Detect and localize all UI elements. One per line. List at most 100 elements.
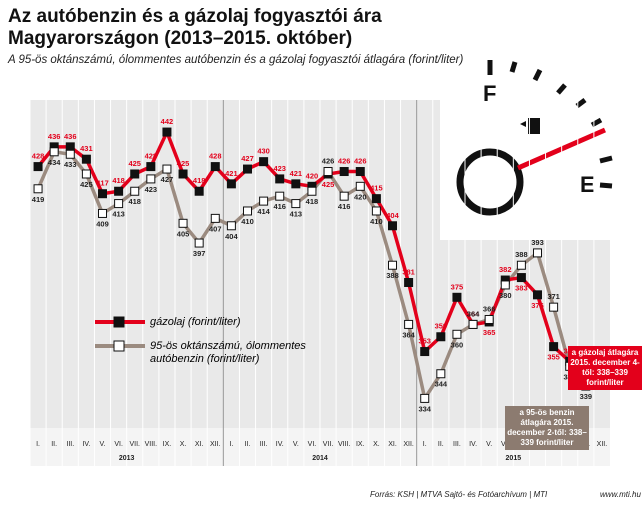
point (226, 179, 236, 189)
data-label: 426 (354, 157, 367, 166)
data-label: 418 (128, 197, 141, 206)
point (146, 162, 156, 172)
point (194, 238, 204, 248)
x-tick-label: II. (438, 441, 444, 448)
annotation: a 95-ös benzin átlagára 2015. december 2… (505, 406, 589, 450)
data-label: 404 (225, 232, 238, 241)
data-label: 418 (193, 176, 206, 185)
point (275, 174, 285, 184)
x-tick-label: V. (293, 441, 299, 448)
data-label: 404 (386, 211, 399, 220)
point (533, 248, 542, 258)
data-label: 425 (80, 180, 93, 189)
data-label: 381 (402, 267, 415, 276)
x-tick-label: VI. (308, 441, 317, 448)
x-tick-label: IV. (276, 441, 284, 448)
x-tick-label: X. (373, 441, 380, 448)
x-tick-label: X. (180, 441, 187, 448)
source: Forrás: KSH | MTVA Sajtó- és Fotóarchívu… (370, 490, 548, 499)
legend-marker (113, 316, 125, 328)
data-label: 417 (96, 179, 109, 188)
year-label: 2013 (119, 455, 135, 462)
point (162, 127, 172, 137)
x-tick-label: III. (260, 441, 268, 448)
x-tick-label: XII. (403, 441, 414, 448)
point (388, 221, 397, 231)
point (355, 167, 365, 177)
point (452, 292, 462, 302)
data-label: 434 (48, 158, 61, 167)
data-label: 421 (290, 169, 303, 178)
year-label: 2014 (312, 455, 328, 462)
data-label: 364 (467, 309, 480, 318)
point (291, 199, 301, 209)
point (549, 302, 559, 312)
point (339, 167, 349, 177)
website: www.mti.hu (600, 490, 641, 499)
point (420, 347, 430, 357)
data-label: 353 (418, 337, 431, 346)
data-label: 419 (32, 195, 45, 204)
point (65, 142, 75, 152)
data-label: 344 (435, 380, 448, 389)
point (81, 169, 91, 179)
point (549, 342, 559, 352)
data-label: 413 (112, 210, 125, 219)
svg-text:F: F (483, 81, 496, 106)
x-tick-label: I. (36, 441, 40, 448)
data-label: 425 (177, 159, 190, 168)
x-tick-label: XI. (195, 441, 204, 448)
point (275, 191, 285, 201)
point (49, 147, 59, 157)
data-label: 405 (177, 229, 190, 238)
point (436, 369, 446, 379)
point (130, 169, 140, 179)
data-label: 365 (483, 328, 496, 337)
data-label: 426 (338, 157, 351, 166)
x-tick-label: II. (51, 441, 57, 448)
point (65, 149, 75, 159)
point (178, 218, 188, 228)
legend-label: gázolaj (forint/liter) (150, 316, 241, 328)
data-label: 334 (418, 404, 431, 413)
svg-text:E: E (580, 172, 595, 197)
point (388, 260, 397, 270)
x-tick-label: III. (453, 441, 461, 448)
point (210, 213, 220, 223)
data-label: 428 (32, 152, 45, 161)
data-label: 359 (435, 322, 448, 331)
x-tick-label: I. (229, 441, 233, 448)
point (243, 206, 252, 216)
point (33, 162, 43, 172)
point (162, 164, 172, 174)
legend-label: 95-ös oktánszámú, ólommentes autóbenzin … (150, 340, 306, 365)
point (194, 186, 204, 196)
point (259, 196, 269, 206)
data-label: 415 (370, 184, 383, 193)
chart-subtitle: A 95-ös oktánszámú, ólommentes autóbenzi… (8, 54, 464, 66)
point (243, 164, 252, 174)
x-tick-label: XII. (210, 441, 221, 448)
data-label: 388 (386, 271, 399, 280)
data-label: 425 (128, 159, 141, 168)
data-label: 428 (145, 152, 158, 161)
x-tick-label: V. (486, 441, 492, 448)
data-label: 380 (499, 291, 512, 300)
point (210, 162, 220, 172)
data-label: 430 (257, 147, 270, 156)
data-label: 436 (48, 132, 61, 141)
point (452, 329, 462, 339)
data-label: 410 (370, 217, 383, 226)
data-label: 360 (451, 340, 464, 349)
point (404, 277, 414, 287)
point (291, 179, 301, 189)
data-label: 383 (515, 284, 528, 293)
data-label: 413 (290, 210, 303, 219)
point (371, 206, 381, 216)
data-label: 423 (145, 185, 158, 194)
x-tick-label: VIII. (338, 441, 351, 448)
data-label: 423 (273, 164, 286, 173)
data-label: 397 (193, 249, 206, 258)
data-label: 436 (64, 132, 77, 141)
